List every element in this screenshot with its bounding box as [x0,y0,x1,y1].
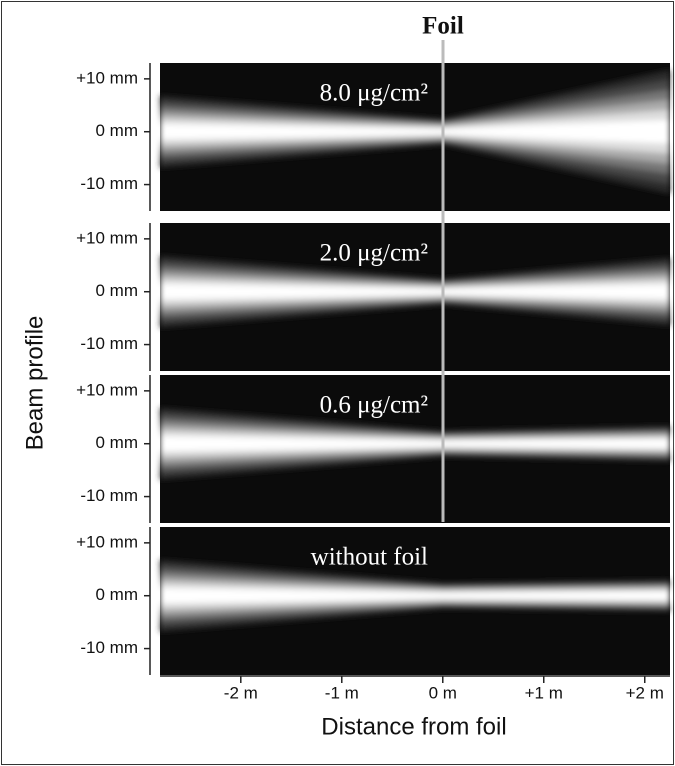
y-tick-label: -10 mm [80,334,138,353]
panels [160,63,670,675]
beam-layer [160,436,670,452]
beam [160,69,670,194]
beam [160,255,670,328]
y-tick-label: 0 mm [96,585,139,604]
y-tick-label: +10 mm [76,228,138,247]
y-axis-label: Beam profile [21,316,48,451]
beam [160,407,670,480]
y-tick-label: -10 mm [80,486,138,505]
chart-title: Foil [422,13,464,40]
y-tick-label: 0 mm [96,121,139,140]
y-tick-label: 0 mm [96,433,139,452]
y-tick-label: +10 mm [76,380,138,399]
x-axis-label: Distance from foil [321,713,506,740]
y-tick-label: -10 mm [80,174,138,193]
beam-layer [160,588,670,604]
panel-label: 0.6 μg/cm² [320,392,428,419]
panel-label: without foil [311,544,428,571]
beam-layer [160,119,670,144]
y-tick-label: +10 mm [76,68,138,87]
panel-label: 8.0 μg/cm² [320,80,428,107]
panel-label: 2.0 μg/cm² [320,240,428,267]
beam [160,559,670,632]
y-tick-label: +10 mm [76,532,138,551]
y-tick-label: 0 mm [96,281,139,300]
y-tick-label: -10 mm [80,638,138,657]
x-tick-label: -2 m [224,683,258,702]
x-tick-label: 0 m [429,683,457,702]
overlay: 8.0 μg/cm² +10 mm 0 mm -10 mm 2.0 μg/cm² +10 … [76,63,670,702]
x-tick-label: -1 m [325,683,359,702]
beam-layer [160,284,670,300]
x-tick-label: +1 m [525,683,563,702]
x-tick-label: +2 m [626,683,664,702]
